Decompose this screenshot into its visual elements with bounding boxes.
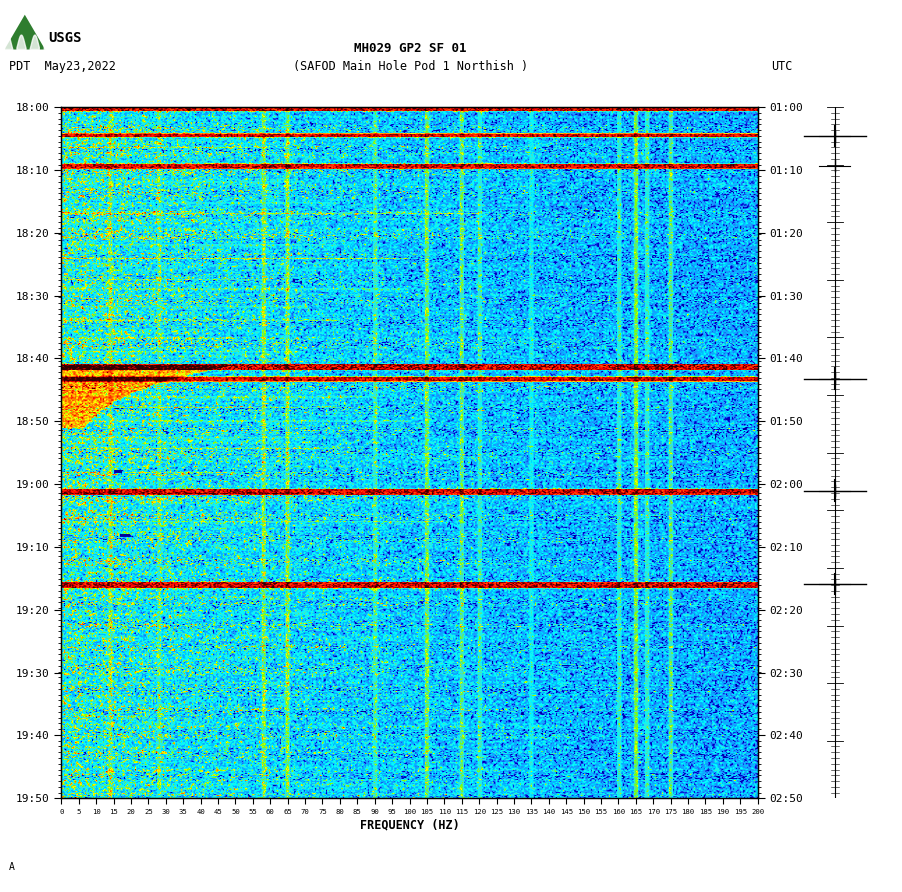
Polygon shape — [5, 14, 45, 49]
X-axis label: FREQUENCY (HZ): FREQUENCY (HZ) — [360, 819, 459, 832]
Text: PDT  May23,2022: PDT May23,2022 — [9, 60, 115, 73]
Text: A: A — [9, 862, 15, 871]
Text: USGS: USGS — [49, 31, 82, 45]
Text: UTC: UTC — [771, 60, 793, 73]
Text: MH029 GP2 SF 01: MH029 GP2 SF 01 — [354, 42, 466, 55]
Text: (SAFOD Main Hole Pod 1 Northish ): (SAFOD Main Hole Pod 1 Northish ) — [293, 60, 528, 73]
